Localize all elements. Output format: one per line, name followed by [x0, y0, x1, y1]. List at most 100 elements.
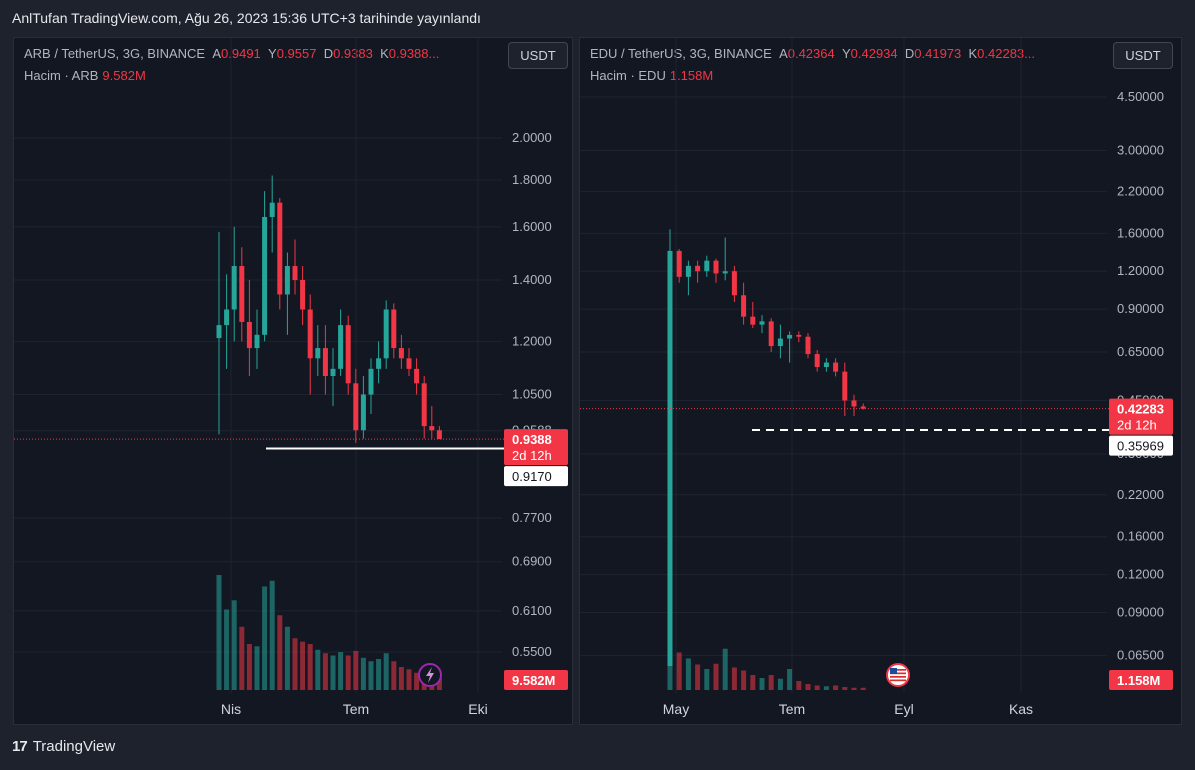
- y-tick-label: 0.22000: [1117, 487, 1164, 502]
- y-tick-label: 2.0000: [512, 130, 552, 145]
- candle-body: [315, 348, 321, 359]
- y-tick-label: 1.20000: [1117, 263, 1164, 278]
- volume-bar: [414, 672, 420, 690]
- candle-body: [805, 336, 811, 355]
- candle-body: [768, 321, 774, 347]
- tradingview-logo-icon: 17: [12, 738, 28, 755]
- volume-label: Hacim · EDU: [590, 68, 666, 83]
- candle-body: [406, 358, 412, 369]
- volume-bar: [254, 646, 260, 690]
- candle-body: [269, 202, 275, 217]
- publisher-caption: AnlTufan TradingView.com, Ağu 26, 2023 1…: [12, 10, 481, 26]
- volume-badge-value: 1.158M: [1117, 673, 1160, 688]
- currency-button[interactable]: USDT: [1113, 42, 1173, 69]
- us-flag-icon: [890, 672, 906, 675]
- volume-badge: [504, 670, 568, 690]
- y-tick-label: 0.06500: [1117, 647, 1164, 662]
- us-flag-icon: [890, 669, 906, 671]
- close-value: 0.9388...: [388, 46, 440, 61]
- volume-badge-value: 9.582M: [512, 673, 555, 688]
- volume-bar: [292, 638, 298, 690]
- y-tick-label: 1.0500: [512, 387, 552, 402]
- volume-bar: [787, 669, 793, 690]
- arb-plot[interactable]: 2.0000 1.8000 1.6000 1.4000 1.2000 1.0500 0.95…: [14, 38, 574, 726]
- volume-bar: [391, 661, 397, 690]
- y-tick-label: 1.6000: [512, 219, 552, 234]
- volume-bar: [277, 615, 283, 690]
- volume-bar: [368, 661, 374, 690]
- candle-body: [436, 430, 442, 440]
- volume-bar: [695, 664, 701, 690]
- volume-bar: [353, 650, 359, 690]
- y-tick-label: 4.50000: [1117, 89, 1164, 104]
- y-tick-label: 2.20000: [1117, 183, 1164, 198]
- tradingview-brand[interactable]: 17 TradingView: [12, 738, 115, 755]
- candle-body: [750, 316, 756, 325]
- candle-body: [796, 334, 802, 337]
- low-value: 0.9383: [333, 46, 373, 61]
- x-tick-label: Eki: [468, 701, 487, 717]
- volume-bar: [338, 652, 344, 690]
- brand-name: TradingView: [32, 738, 116, 755]
- volume-bar: [383, 653, 389, 690]
- volume-bar: [676, 652, 682, 690]
- volume-bar: [814, 685, 820, 690]
- y-tick-label: 1.4000: [512, 272, 552, 287]
- last-price-value: 0.42283: [1117, 402, 1164, 417]
- edu-plot[interactable]: 4.50000 3.00000 2.20000 1.60000 1.20000 0.900…: [580, 38, 1183, 726]
- edu-volume-legend: Hacim · EDU 1.158M: [590, 68, 713, 83]
- volume-bar: [731, 667, 737, 690]
- candle-body: [851, 400, 857, 407]
- candle-body: [383, 309, 389, 359]
- y-tick-label: 0.65000: [1117, 344, 1164, 359]
- candle-body: [787, 334, 793, 339]
- candle-body: [353, 383, 359, 431]
- low-value: 0.41973: [914, 46, 962, 61]
- currency-button[interactable]: USDT: [508, 42, 568, 69]
- candle-body: [239, 266, 245, 322]
- volume-bar: [345, 655, 351, 690]
- candle-body: [814, 354, 820, 368]
- us-flag-icon: [890, 679, 906, 682]
- arb-chart-panel[interactable]: ARB / TetherUS, 3G, BINANCE A0.9491 Y0.9…: [13, 37, 573, 725]
- volume-bar: [224, 609, 230, 690]
- volume-bar: [315, 649, 321, 690]
- candle-body: [254, 334, 260, 349]
- y-tick-label: 0.5500: [512, 644, 552, 659]
- y-tick-label: 0.6900: [512, 554, 552, 569]
- edu-chart-panel[interactable]: EDU / TetherUS, 3G, BINANCE A0.42364 Y0.…: [579, 37, 1182, 725]
- volume-bar: [231, 600, 237, 690]
- high-label: Y: [841, 46, 851, 61]
- high-value: 0.9557: [276, 46, 317, 61]
- volume-bar: [851, 687, 857, 690]
- x-tick-label: Nis: [221, 701, 241, 717]
- us-flag-icon: [890, 676, 906, 678]
- last-price-badge: [1109, 398, 1173, 435]
- candle-body: [704, 260, 710, 272]
- volume-bar: [777, 678, 783, 690]
- candle-body: [731, 271, 737, 296]
- volume-bar: [300, 641, 306, 690]
- candle-body: [398, 348, 404, 359]
- open-label: A: [779, 46, 788, 61]
- volume-bar: [750, 675, 756, 690]
- candle-body: [360, 394, 366, 431]
- candle-body: [345, 325, 351, 384]
- x-tick-label: Kas: [1009, 701, 1033, 717]
- y-tick-label: 0.09000: [1117, 605, 1164, 620]
- volume-bar: [833, 685, 839, 690]
- low-label: D: [904, 46, 915, 61]
- volume-label: Hacim · ARB: [24, 68, 99, 83]
- y-tick-label: 0.6100: [512, 603, 552, 618]
- x-tick-label: Tem: [779, 701, 805, 717]
- volume-bar: [376, 658, 382, 690]
- volume-bar: [759, 678, 765, 690]
- volume-bar: [768, 675, 774, 690]
- candle-body: [414, 368, 420, 384]
- volume-bar: [823, 686, 829, 690]
- arb-symbol-header: ARB / TetherUS, 3G, BINANCE A0.9491 Y0.9…: [24, 46, 439, 61]
- candle-body: [284, 266, 290, 295]
- x-tick-label: Tem: [343, 701, 369, 717]
- volume-bar: [722, 648, 728, 690]
- volume-bar: [842, 687, 848, 690]
